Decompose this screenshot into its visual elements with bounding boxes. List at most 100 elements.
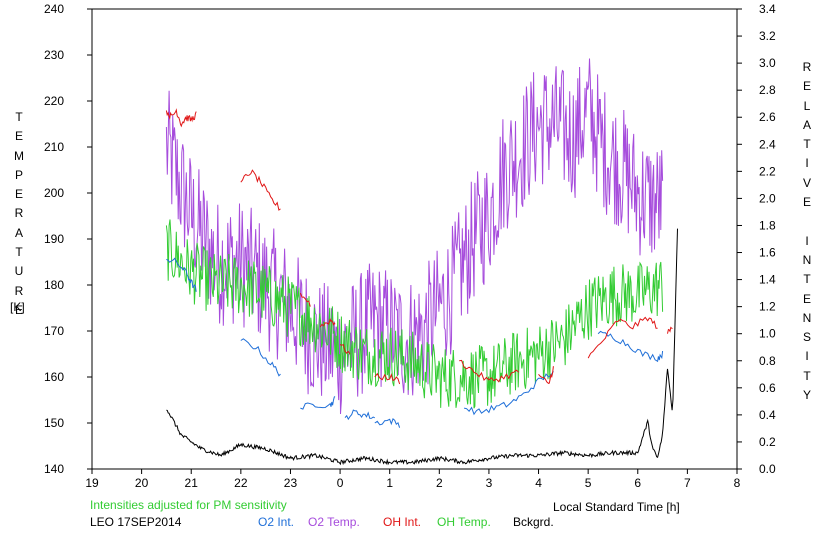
axis-title-letter: S <box>802 330 811 345</box>
axis-title-letter: T <box>803 368 811 383</box>
o2-int-series <box>374 418 401 428</box>
x-tick-label: 20 <box>135 476 149 490</box>
axis-title-letter: E <box>14 302 23 317</box>
x-tick-label: 2 <box>436 476 443 490</box>
axis-title-letter: R <box>14 206 24 221</box>
oh-temp-series <box>165 219 664 409</box>
axis-title-letter: I <box>805 156 809 171</box>
axis-title-letter: I <box>805 233 809 248</box>
oh-int-series <box>339 343 351 355</box>
y-right-tick-label: 1.4 <box>759 273 776 287</box>
axis-title-letter: Y <box>802 388 811 403</box>
tick-marks: 19 20 21 22 23 0 1 2 3 4 5 6 7 8140150160170180190200… <box>44 2 776 490</box>
oh-int-series <box>374 372 401 385</box>
y-right-tick-label: 2.8 <box>759 83 776 97</box>
oh-int-series <box>667 326 673 334</box>
y-right-tick-label: 0.0 <box>759 462 776 476</box>
y-right-tick-label: 3.4 <box>759 2 776 16</box>
legend-item: OH Int. <box>383 515 422 529</box>
axis-title-letter: T <box>803 272 811 287</box>
x-tick-label: 4 <box>535 476 542 490</box>
y-right-tick-label: 2.2 <box>759 164 776 178</box>
oh-int-series <box>240 169 281 211</box>
oh-int-series <box>459 359 520 383</box>
axis-title-letter: L <box>803 98 811 113</box>
legend-item: O2 Int. <box>258 515 295 529</box>
chart-series <box>165 58 678 466</box>
x-tick-label: 3 <box>486 476 493 490</box>
y-right-tick-label: 0.6 <box>759 381 776 395</box>
y-left-tick-label: 190 <box>44 232 64 246</box>
sensitivity-note: Intensities adjusted for PM sensitivity <box>90 498 287 512</box>
oh-int-series <box>165 108 197 128</box>
axis-title-letter <box>800 212 814 231</box>
axis-title-letter: R <box>802 60 812 74</box>
oh-int-series <box>538 366 554 384</box>
axis-title-letter: E <box>14 187 23 202</box>
oh-int-series <box>299 292 311 307</box>
legend-item: Bckgrd. <box>513 515 554 529</box>
x-tick-label: 22 <box>234 476 248 490</box>
legend-item: O2 Temp. <box>308 515 360 529</box>
o2-int-series <box>300 396 336 410</box>
axis-title-letter: T <box>803 137 811 152</box>
y-right-tick-label: 1.2 <box>759 300 776 314</box>
y-axis-left-unit: [K] <box>10 300 25 314</box>
y-right-tick-label: 3.2 <box>759 29 776 43</box>
y-right-tick-label: 3.0 <box>759 56 776 70</box>
x-tick-label: 6 <box>634 476 641 490</box>
axis-title-letter: N <box>802 310 812 325</box>
y-left-tick-label: 200 <box>44 186 64 200</box>
y-right-tick-label: 2.6 <box>759 110 776 124</box>
axis-title-letter: V <box>802 175 811 190</box>
y-left-tick-label: 230 <box>44 48 64 62</box>
x-tick-label: 7 <box>684 476 691 490</box>
o2-int-series <box>597 330 664 363</box>
x-tick-label: 5 <box>585 476 592 490</box>
oh-int-series <box>319 317 336 328</box>
y-right-tick-label: 2.0 <box>759 191 776 205</box>
axis-title-letter: E <box>802 79 811 94</box>
o2-int-series <box>166 257 197 292</box>
o2-int-series <box>240 338 281 377</box>
axis-title-letter: T <box>15 110 23 124</box>
x-tick-label: 1 <box>386 476 393 490</box>
legend-item: OH Temp. <box>437 515 491 529</box>
axis-title-letter: M <box>14 148 24 163</box>
x-axis-title: Local Standard Time [h] <box>553 500 680 514</box>
y-right-tick-label: 1.0 <box>759 327 776 341</box>
axis-title-letter: P <box>14 167 23 182</box>
axis-title-letter: E <box>14 129 23 144</box>
y-left-tick-label: 160 <box>44 370 64 384</box>
axis-title-letter: A <box>14 225 23 240</box>
x-tick-label: 23 <box>284 476 298 490</box>
axis-title-letter: N <box>802 252 812 267</box>
o2-int-series <box>463 370 554 416</box>
y-right-tick-label: 1.8 <box>759 218 776 232</box>
y-left-tick-label: 220 <box>44 94 64 108</box>
y-right-tick-label: 0.2 <box>759 435 776 449</box>
axis-title-letter: A <box>802 117 811 132</box>
x-tick-label: 8 <box>734 476 741 490</box>
y-right-tick-label: 1.6 <box>759 246 776 260</box>
y-right-tick-label: 0.4 <box>759 408 776 422</box>
y-left-tick-label: 170 <box>44 324 64 338</box>
axis-title-letter: R <box>14 283 24 298</box>
station-date-label: LEO 17SEP2014 <box>90 515 182 529</box>
bckgrd-series <box>166 228 678 466</box>
axis-title-letter: U <box>14 264 24 279</box>
o2-int-series <box>344 409 376 421</box>
x-tick-label: 19 <box>85 476 99 490</box>
x-tick-label: 21 <box>185 476 199 490</box>
y-left-tick-label: 140 <box>44 462 64 476</box>
y-left-tick-label: 210 <box>44 140 64 154</box>
axis-title-letter: E <box>802 195 811 210</box>
y-left-tick-label: 150 <box>44 416 64 430</box>
x-tick-label: 0 <box>337 476 344 490</box>
axis-title-letter: I <box>805 349 809 364</box>
axis-title-letter: T <box>15 245 23 260</box>
y-right-tick-label: 0.8 <box>759 354 776 368</box>
y-left-tick-label: 180 <box>44 278 64 292</box>
